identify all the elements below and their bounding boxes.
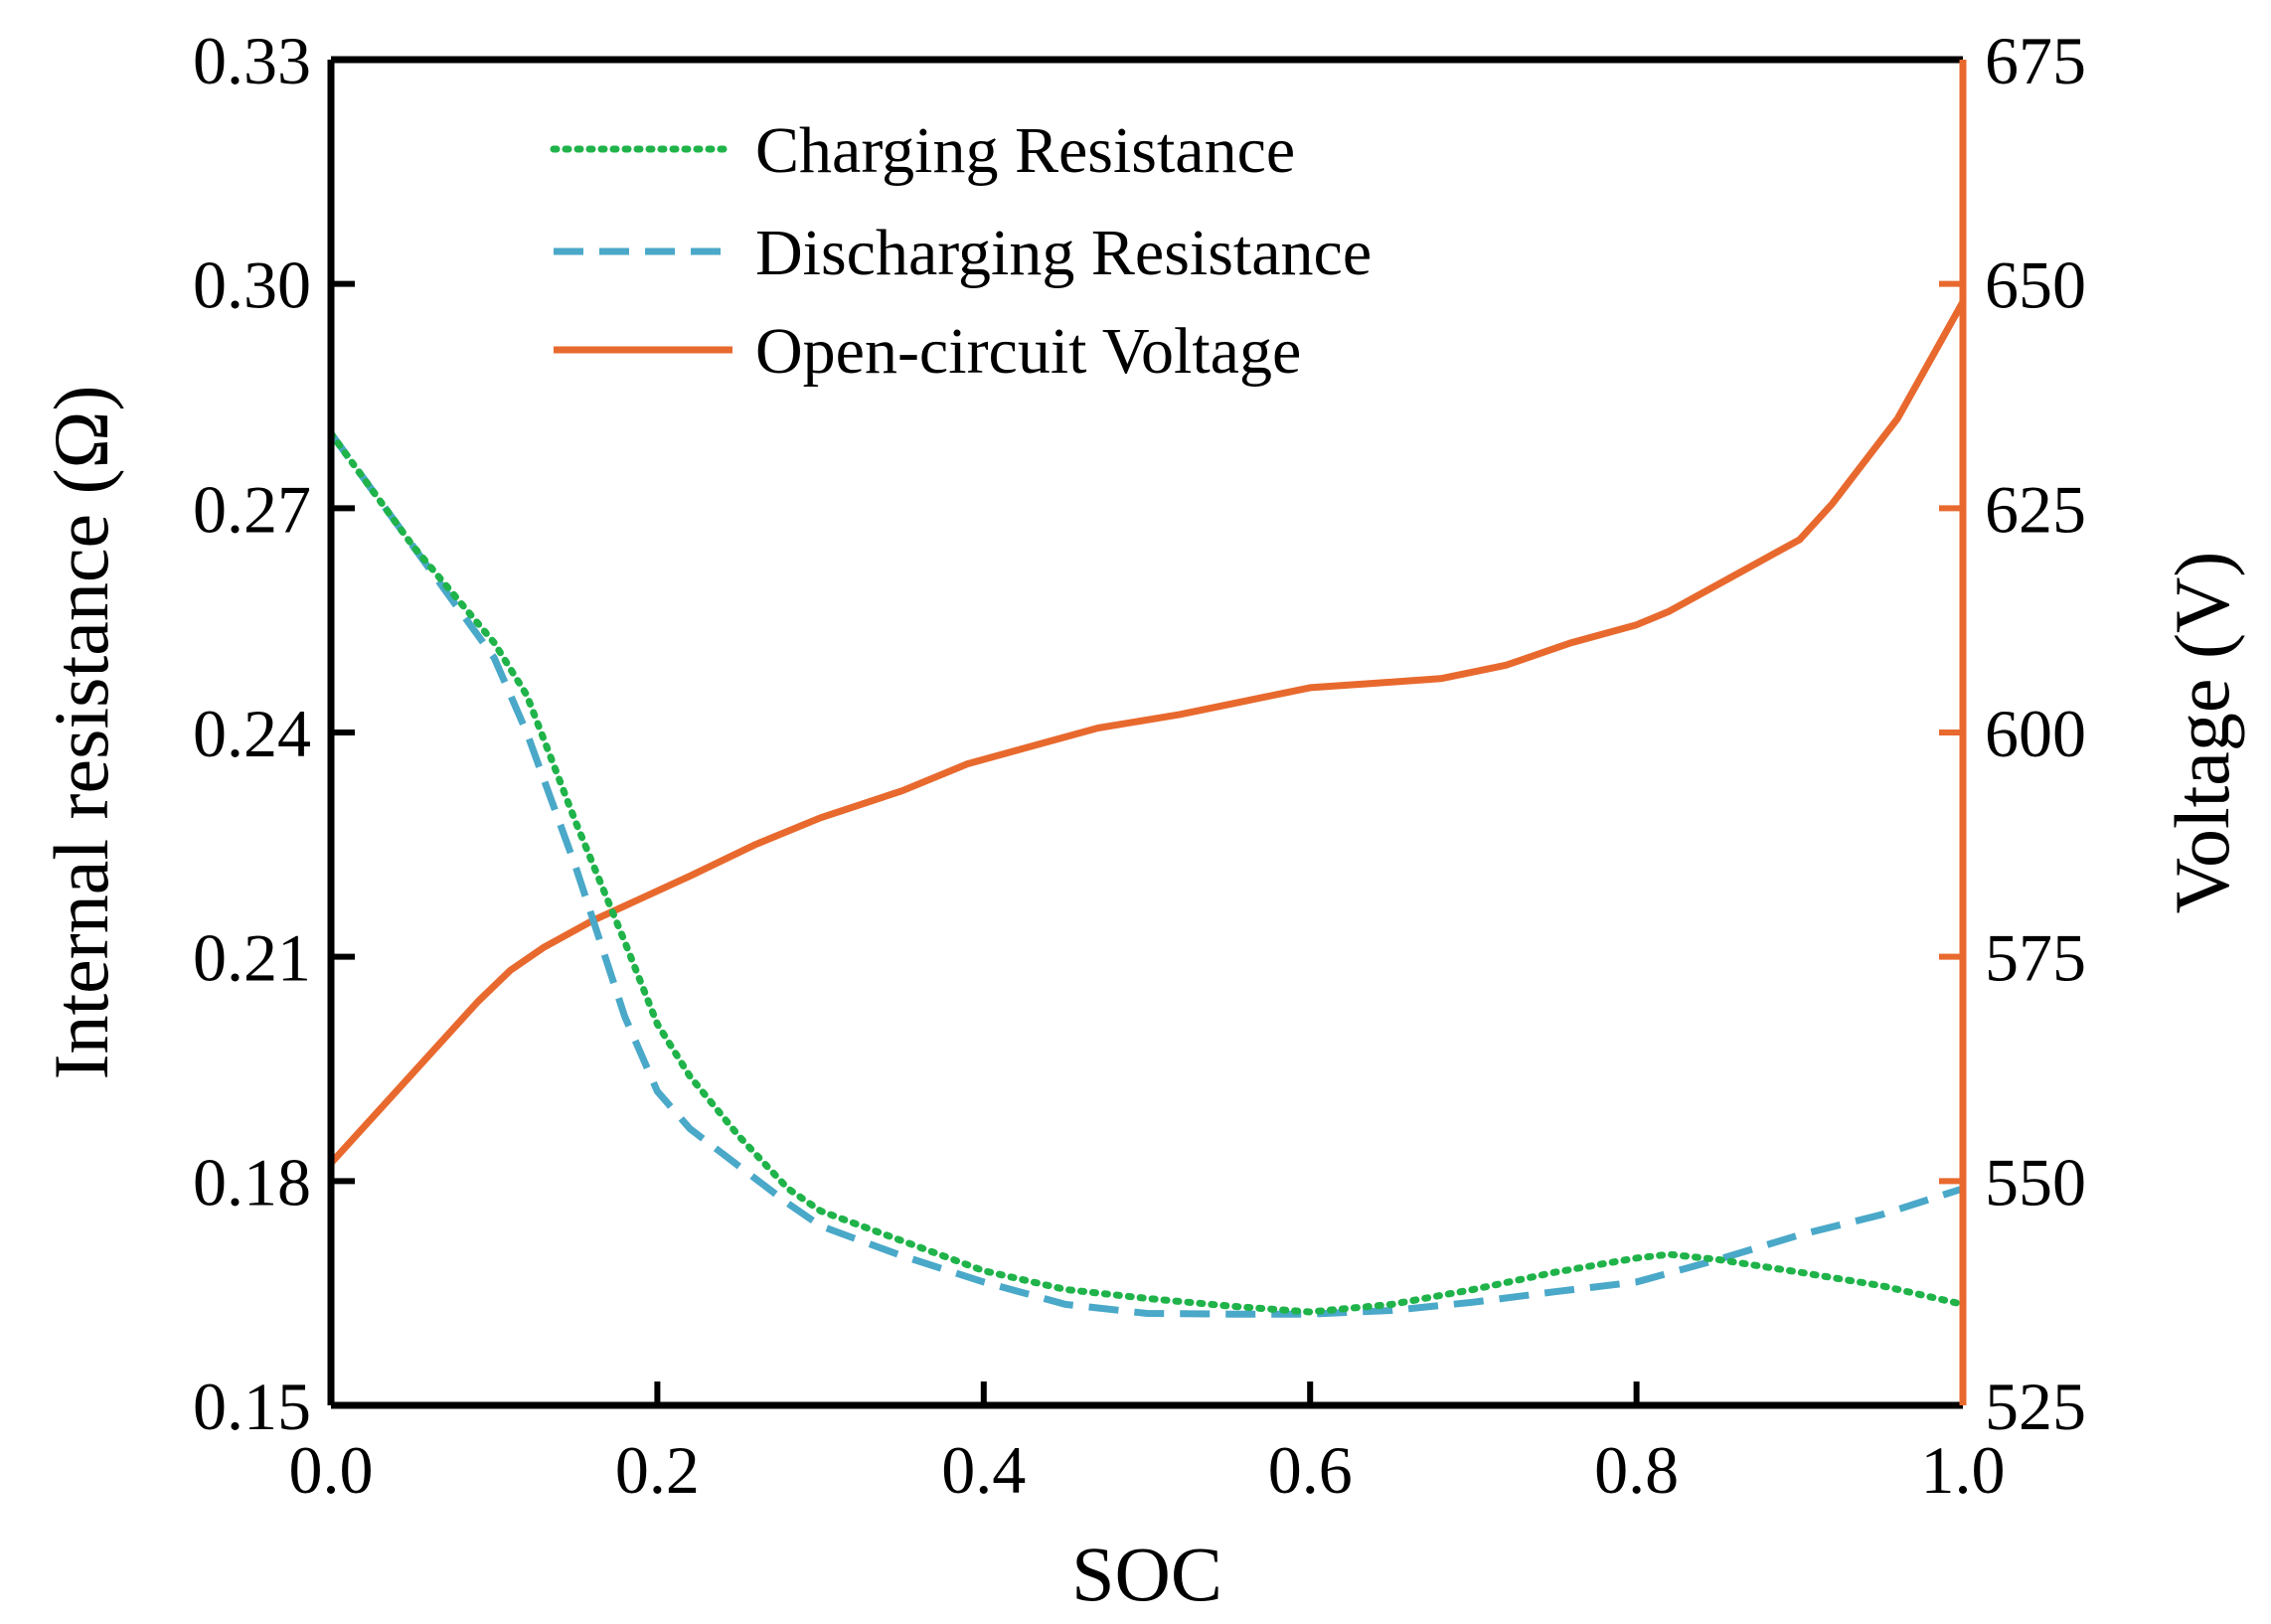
legend: Charging Resistance Discharging Resistan… <box>550 114 1372 388</box>
y-right-tick-label: 575 <box>1985 920 2086 996</box>
y-right-tick-label: 525 <box>1985 1369 2086 1444</box>
x-tick-label: 0.2 <box>615 1432 700 1508</box>
y-tick-label: 0.30 <box>193 247 311 323</box>
legend-label-charging: Charging Resistance <box>755 114 1295 187</box>
y-right-tick-label: 625 <box>1985 471 2086 547</box>
series-line-discharging <box>328 431 1965 1318</box>
legend-label-discharging: Discharging Resistance <box>755 217 1372 289</box>
x-tick-label: 1.0 <box>1921 1432 2006 1508</box>
y-tick-label: 0.21 <box>193 920 311 996</box>
legend-entry-voltage: Open-circuit Voltage <box>554 315 1301 388</box>
y-right-tick-label: 675 <box>1985 23 2086 98</box>
y-axis-title: Internal resistance (Ω) <box>38 386 124 1080</box>
y-tick-label: 0.18 <box>193 1144 311 1219</box>
right-axis-ticks: 525 550 575 600 625 650 675 <box>1939 23 2086 1444</box>
series-line-charging <box>327 429 1967 1316</box>
legend-entry-discharging: Discharging Resistance <box>554 217 1372 289</box>
y-tick-label: 0.27 <box>193 471 311 547</box>
legend-entry-charging: Charging Resistance <box>550 114 1295 187</box>
x-axis-title: SOC <box>1071 1531 1222 1617</box>
y-tick-label: 0.15 <box>193 1369 311 1444</box>
series-layer <box>327 298 1967 1318</box>
y-right-tick-label: 550 <box>1985 1144 2086 1219</box>
x-tick-label: 0.6 <box>1268 1432 1353 1508</box>
y-right-tick-label: 650 <box>1985 247 2086 323</box>
left-axis-ticks: 0.15 0.18 0.21 0.24 0.27 0.30 0.33 <box>193 23 355 1444</box>
x-tick-label: 0.0 <box>289 1432 374 1508</box>
bottom-axis-ticks: 0.0 0.2 0.4 0.6 0.8 1.0 <box>289 1381 2006 1508</box>
legend-label-voltage: Open-circuit Voltage <box>755 315 1301 388</box>
y-tick-label: 0.33 <box>193 23 311 98</box>
series-line-voltage <box>327 298 1967 1167</box>
x-tick-label: 0.8 <box>1594 1432 1679 1508</box>
x-tick-label: 0.4 <box>941 1432 1026 1508</box>
y-axis-right-title: Voltage (V) <box>2159 552 2245 914</box>
y-tick-label: 0.24 <box>193 696 311 771</box>
y-right-tick-label: 600 <box>1985 696 2086 771</box>
